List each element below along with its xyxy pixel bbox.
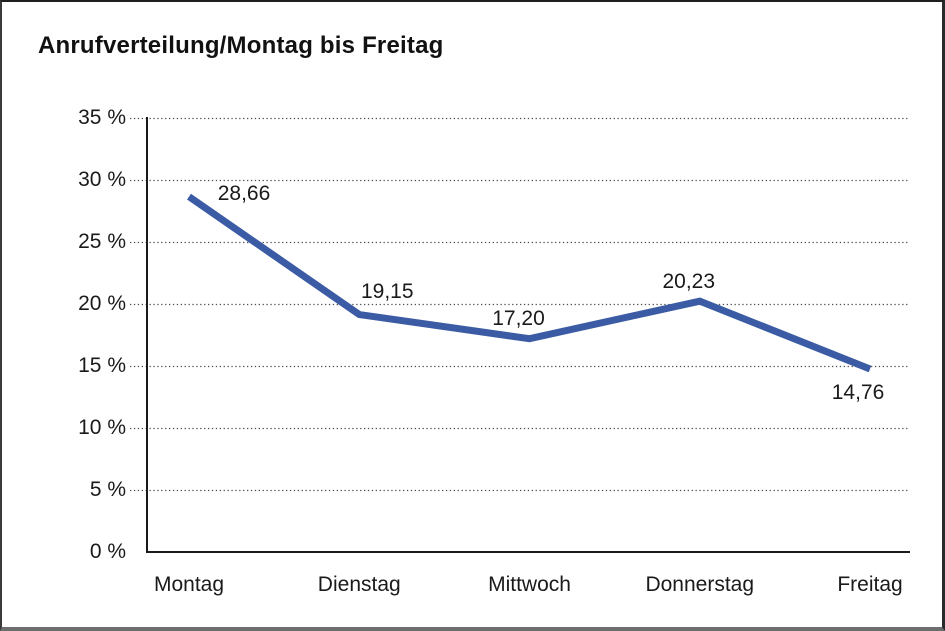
gridlines [130, 117, 910, 492]
y-tick-label: 35 % [78, 106, 126, 129]
x-category-label: Mittwoch [488, 573, 571, 596]
axes [146, 117, 910, 553]
chart-title: Anrufverteilung/Montag bis Freitag [38, 32, 444, 59]
y-tick-label: 30 % [78, 168, 126, 191]
x-category-label: Dienstag [317, 573, 401, 596]
y-tick-label: 15 % [78, 354, 126, 377]
y-tick-label: 25 % [78, 230, 126, 253]
y-tick-label: 5 % [89, 478, 126, 501]
data-point-label: 14,76 [831, 380, 885, 404]
y-tick-label: 20 % [78, 292, 126, 315]
y-tick-label: 10 % [78, 416, 126, 439]
x-category-label: Montag [153, 573, 225, 596]
y-tick-label: 0 % [89, 540, 126, 563]
data-point-label: 20,23 [662, 270, 716, 294]
data-point-label: 28,66 [217, 181, 271, 205]
x-category-label: Donnerstag [645, 573, 755, 596]
x-category-label: Freitag [837, 573, 903, 596]
series-line [187, 193, 872, 373]
series [187, 193, 872, 373]
data-point-label: 19,15 [360, 279, 414, 303]
data-point-label: 17,20 [492, 306, 545, 330]
